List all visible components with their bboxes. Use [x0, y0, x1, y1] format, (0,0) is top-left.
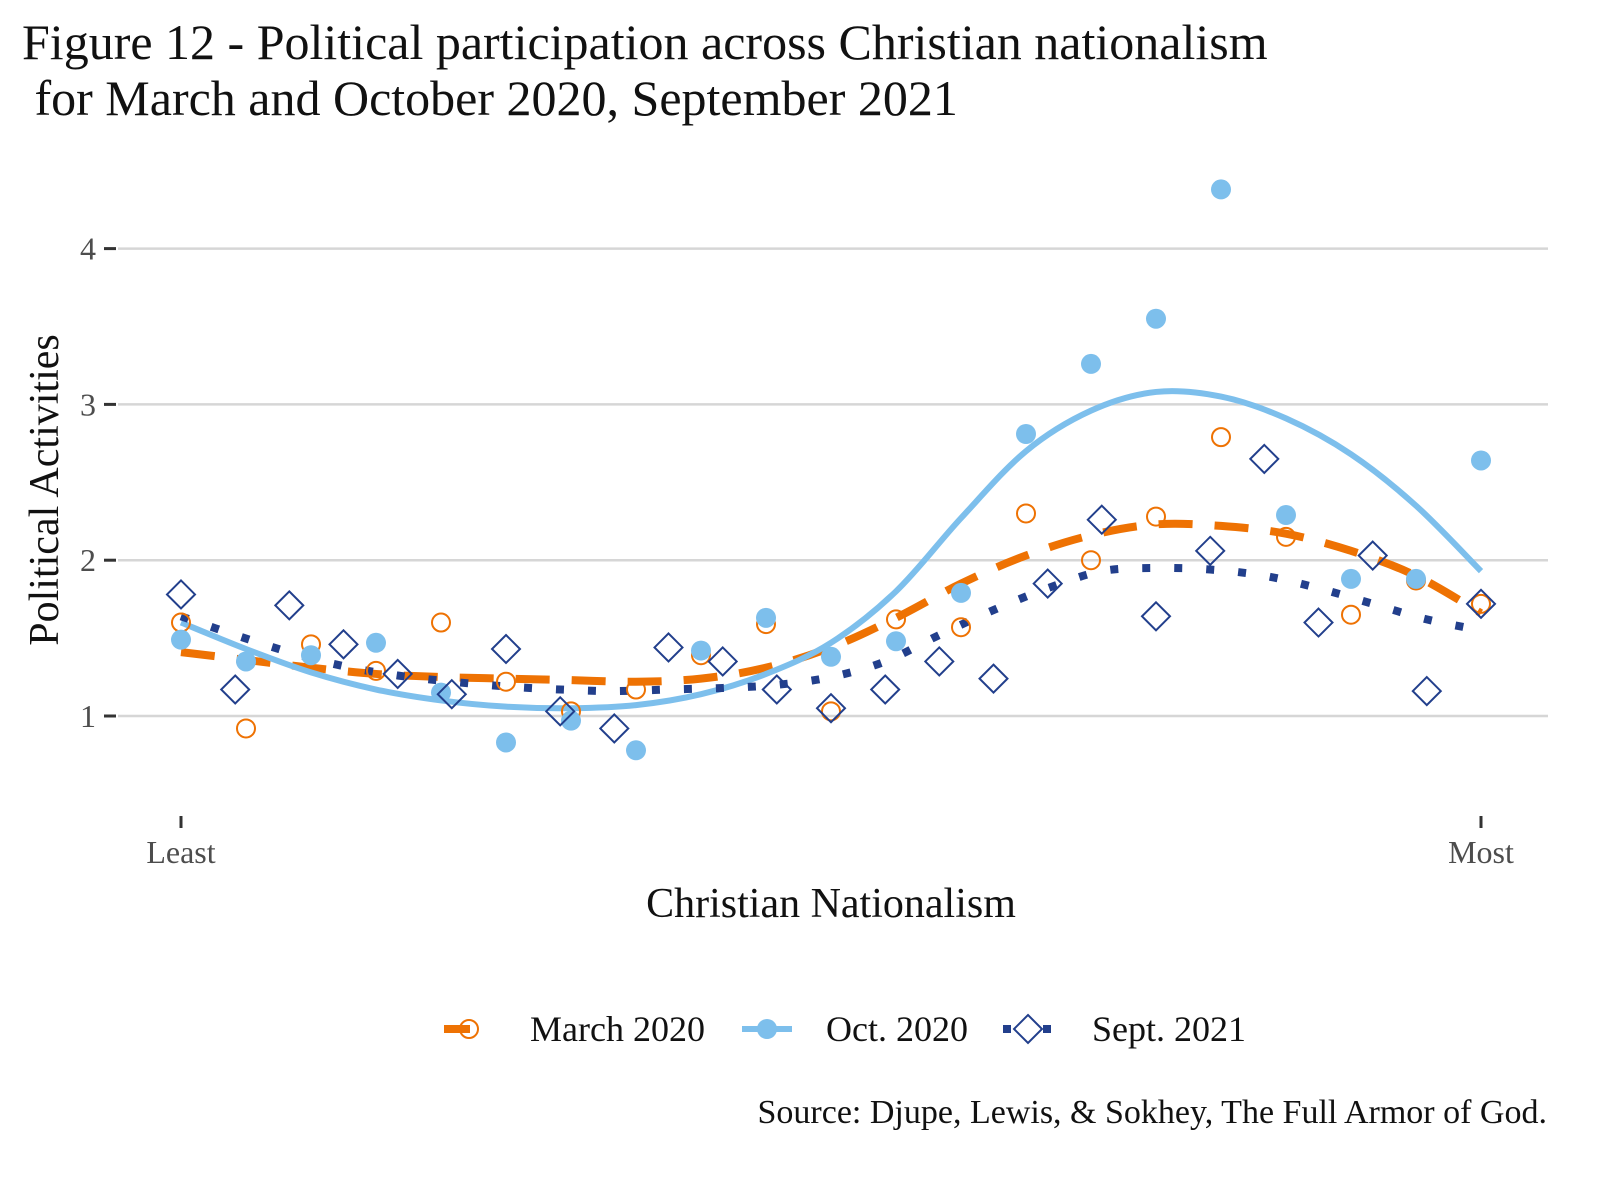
point-sept-2021	[761, 674, 793, 705]
point-oct-2020	[1471, 450, 1491, 471]
point-march-2020	[1471, 593, 1491, 614]
legend-marker-march-2020	[459, 1019, 479, 1039]
x-axis-title: Christian Nationalism	[646, 881, 1016, 927]
point-march-2020	[1081, 550, 1101, 571]
legend: March 2020 Oct. 2020 Sept. 2021	[444, 1009, 1246, 1049]
point-sept-2021	[707, 646, 739, 677]
data-points	[165, 179, 1497, 761]
smooth-line-oct-2020	[179, 388, 1484, 712]
point-march-2020	[1211, 427, 1231, 448]
point-march-2020	[496, 671, 516, 692]
y-tick-label: 1	[80, 698, 96, 734]
point-sept-2021	[436, 678, 468, 710]
point-march-2020	[1276, 526, 1296, 547]
point-oct-2020	[951, 582, 971, 603]
legend-label: March 2020	[530, 1009, 705, 1049]
point-sept-2021	[1248, 443, 1280, 475]
y-axis-title: Political Activities	[22, 334, 68, 645]
point-sept-2021	[923, 646, 955, 677]
legend-item-oct-2020[interactable]: Oct. 2020	[742, 1009, 968, 1049]
smooth-lines	[179, 388, 1484, 712]
legend-item-march-2020[interactable]: March 2020	[444, 1009, 705, 1049]
point-oct-2020	[236, 651, 256, 672]
point-sept-2021	[978, 663, 1009, 695]
point-sept-2021	[328, 628, 359, 660]
x-tick-label: Most	[1448, 834, 1514, 870]
point-oct-2020	[561, 710, 581, 731]
smooth-line-sept-2021	[179, 563, 1482, 696]
point-oct-2020	[1016, 424, 1036, 445]
point-sept-2021	[1411, 675, 1443, 707]
point-oct-2020	[1211, 179, 1231, 200]
y-axis: 1 2 3 4	[80, 231, 116, 734]
source-caption: Source: Djupe, Lewis, & Sokhey, The Full…	[757, 1094, 1547, 1131]
point-oct-2020	[301, 645, 321, 666]
point-march-2020	[366, 660, 386, 681]
chart-title: Figure 12 - Political participation acro…	[22, 14, 1268, 126]
point-march-2020	[821, 701, 841, 722]
point-sept-2021	[490, 633, 522, 665]
point-sept-2021	[273, 589, 305, 621]
point-sept-2021	[653, 632, 684, 663]
point-sept-2021	[165, 579, 197, 610]
point-oct-2020	[1406, 568, 1426, 589]
point-march-2020	[431, 612, 451, 633]
point-oct-2020	[1276, 505, 1296, 526]
point-sept-2021	[869, 674, 901, 705]
point-oct-2020	[496, 732, 516, 753]
point-oct-2020	[1146, 308, 1166, 329]
point-sept-2021	[1303, 607, 1334, 638]
legend-label: Sept. 2021	[1092, 1009, 1246, 1049]
point-march-2020	[951, 617, 971, 638]
point-oct-2020	[366, 632, 386, 653]
legend-label: Oct. 2020	[826, 1009, 968, 1049]
point-march-2020	[626, 679, 646, 700]
point-sept-2021	[1140, 600, 1172, 632]
point-sept-2021	[1465, 588, 1497, 620]
point-sept-2021	[815, 692, 847, 724]
legend-marker-sept-2021	[1012, 1013, 1044, 1045]
point-march-2020	[886, 609, 906, 630]
point-oct-2020	[1081, 353, 1101, 374]
point-march-2020	[1016, 503, 1036, 524]
point-sept-2021	[544, 695, 576, 727]
point-sept-2021	[1194, 535, 1226, 567]
y-tick-label: 2	[80, 542, 96, 578]
point-sept-2021	[219, 674, 251, 705]
legend-item-sept-2021[interactable]: Sept. 2021	[1003, 1009, 1246, 1049]
point-oct-2020	[171, 629, 191, 650]
x-tick-label: Least	[146, 834, 215, 870]
point-march-2020	[1146, 506, 1166, 527]
point-sept-2021	[382, 658, 414, 690]
x-axis: Least Most	[146, 816, 1514, 870]
point-oct-2020	[756, 607, 776, 628]
point-sept-2021	[1086, 504, 1118, 536]
point-sept-2021	[598, 713, 630, 744]
point-oct-2020	[626, 740, 646, 761]
point-oct-2020	[691, 640, 711, 661]
point-oct-2020	[1341, 568, 1361, 589]
y-tick-label: 3	[80, 386, 96, 422]
y-tick-label: 4	[80, 231, 96, 267]
point-oct-2020	[886, 631, 906, 652]
point-sept-2021	[1357, 540, 1389, 571]
point-march-2020	[236, 718, 256, 739]
gridlines	[118, 247, 1548, 718]
point-oct-2020	[821, 646, 841, 667]
point-march-2020	[1341, 604, 1361, 625]
legend-marker-oct-2020	[757, 1019, 777, 1039]
point-oct-2020	[431, 682, 451, 703]
point-sept-2021	[1032, 568, 1064, 599]
